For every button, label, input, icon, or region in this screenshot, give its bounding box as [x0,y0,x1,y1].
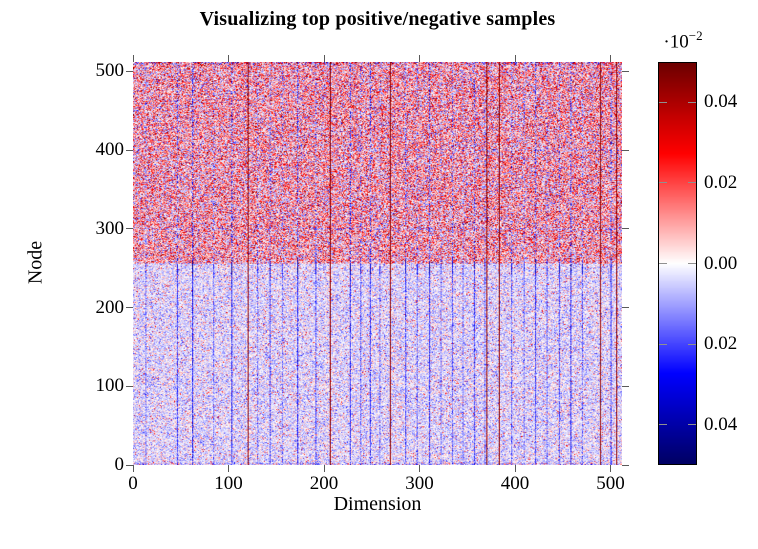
colorbar-tick-left [659,101,667,103]
colorbar-tick-label-3: 0.02 [704,333,738,355]
x-tick-top [419,55,421,62]
colorbar-tick-left [659,182,667,184]
x-tick-bottom [610,465,612,472]
colorbar-tick-right [688,424,696,426]
y-tick-label-3: 300 [95,217,125,239]
x-tick-top [228,55,229,62]
colorbar-multiplier-label: ·10−2 [648,28,718,53]
y-tick-left [126,149,133,151]
x-tick-bottom [132,465,134,472]
y-tick-left [126,307,133,309]
y-tick-left [126,70,133,72]
y-tick-label-4: 400 [95,139,125,161]
x-tick-label-0: 0 [128,473,138,494]
x-tick-label-5: 500 [596,473,625,494]
x-tick-label-2: 200 [309,473,339,494]
colorbar-tick-left [659,263,667,264]
x-tick-top [323,55,325,62]
y-tick-left [126,464,133,466]
colorbar-tick-label-2: 0.00 [704,252,738,274]
colorbar-tick-left [659,343,667,345]
x-axis-label: Dimension [333,493,422,515]
x-tick-label-1: 100 [214,473,243,494]
y-tick-right [622,149,629,151]
x-tick-bottom [323,465,325,472]
colorbar-tick-label-1: 0.02 [704,171,738,193]
colorbar-tick-right [688,101,696,103]
colorbar-multiplier-base: ·10 [663,31,689,53]
y-tick-right [622,70,629,72]
y-tick-right [622,464,629,466]
x-tick-top [514,55,516,62]
y-tick-right [622,228,629,230]
colorbar-tick-right [688,182,696,184]
x-tick-bottom [228,465,229,472]
colorbar-tick-left [659,424,667,426]
colorbar-tick-label-4: 0.04 [704,413,738,435]
x-tick-top [132,55,134,62]
y-tick-left [126,228,133,230]
y-tick-label-1: 100 [95,375,125,397]
y-tick-left [126,385,133,387]
y-tick-label-0: 0 [114,454,125,475]
chart-title: Visualizing top positive/negative sample… [199,8,556,30]
y-tick-right [622,307,629,309]
colorbar-tick-right [688,263,696,264]
colorbar-tick-right [688,343,696,345]
heatmap-canvas [133,62,622,465]
colorbar-multiplier-exponent: −2 [688,28,703,43]
x-tick-label-4: 400 [500,473,530,494]
heatmap-plot-area [133,62,622,465]
y-tick-label-2: 200 [95,296,125,318]
y-axis-label: Node [24,240,47,285]
x-tick-top [610,55,612,62]
x-tick-bottom [514,465,516,472]
x-tick-label-3: 300 [405,473,434,494]
colorbar-tick-label-0: 0.04 [704,91,738,113]
x-tick-bottom [419,465,421,472]
y-tick-right [622,385,629,387]
y-tick-label-5: 500 [95,60,125,82]
